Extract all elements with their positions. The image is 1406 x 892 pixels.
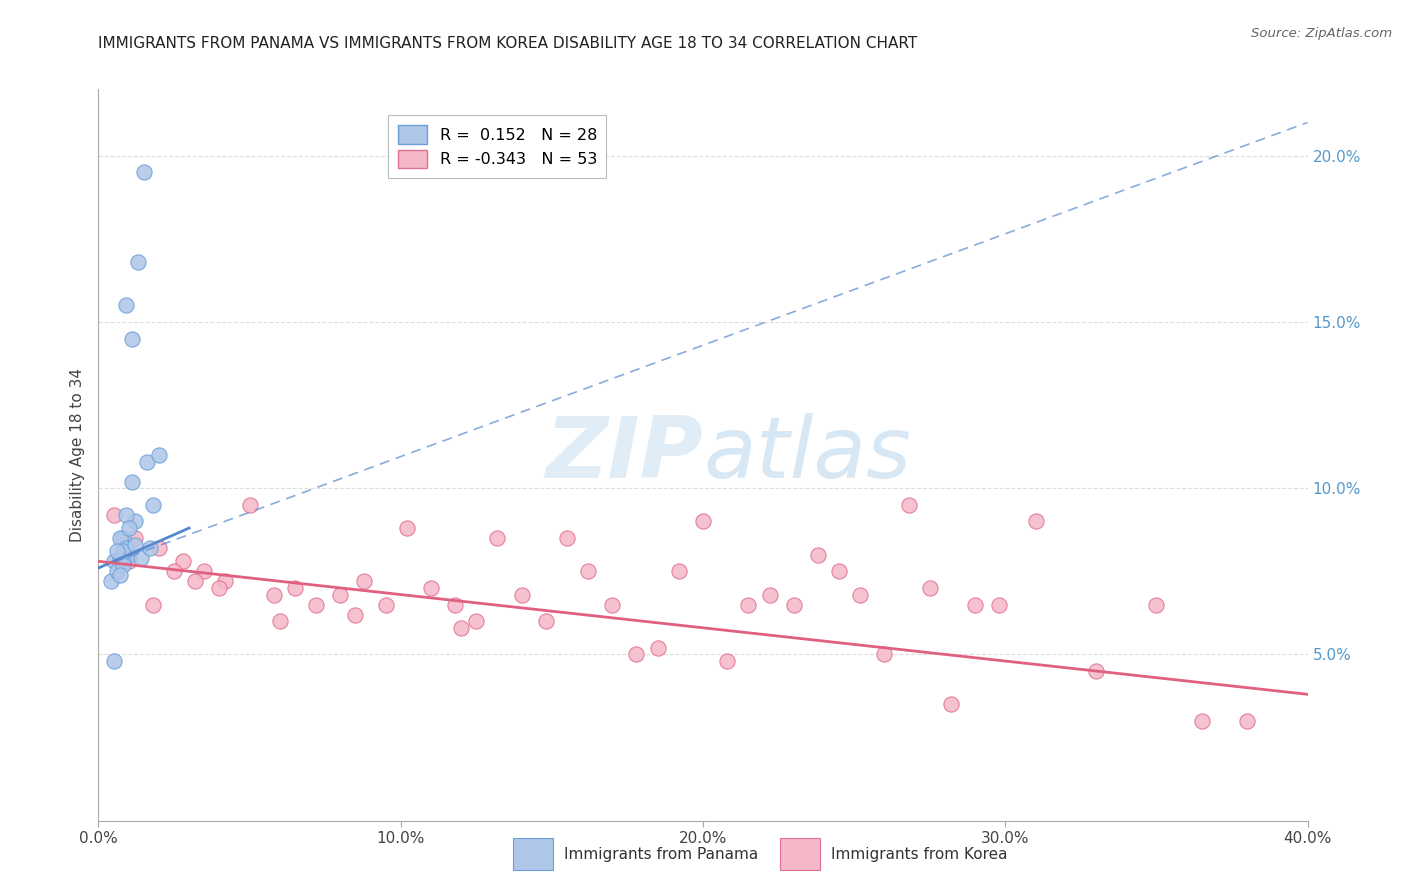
- Point: [142, 598, 165, 612]
- Point: [353, 574, 375, 589]
- Point: [534, 614, 557, 628]
- Point: [135, 454, 157, 468]
- Point: [118, 554, 141, 568]
- Point: [111, 558, 134, 572]
- Point: [269, 614, 291, 628]
- Point: [828, 564, 851, 578]
- Y-axis label: Disability Age 18 to 34: Disability Age 18 to 34: [69, 368, 84, 542]
- Point: [118, 548, 141, 562]
- Point: [807, 548, 830, 562]
- Point: [114, 508, 136, 522]
- Point: [576, 564, 599, 578]
- Point: [939, 698, 962, 712]
- Point: [111, 554, 134, 568]
- Point: [374, 598, 396, 612]
- Text: ZIP: ZIP: [546, 413, 703, 497]
- Point: [100, 574, 122, 589]
- Text: Source: ZipAtlas.com: Source: ZipAtlas.com: [1251, 27, 1392, 40]
- Point: [1146, 598, 1168, 612]
- Point: [111, 544, 134, 558]
- Point: [510, 588, 533, 602]
- Legend: R =  0.152   N = 28, R = -0.343   N = 53: R = 0.152 N = 28, R = -0.343 N = 53: [388, 115, 606, 178]
- Point: [129, 551, 152, 566]
- Point: [103, 554, 125, 568]
- Point: [111, 531, 134, 545]
- Point: [127, 255, 149, 269]
- Text: Immigrants from Panama: Immigrants from Panama: [564, 847, 758, 862]
- Point: [626, 648, 648, 662]
- Point: [124, 531, 146, 545]
- Point: [849, 588, 872, 602]
- Point: [108, 551, 131, 566]
- Bar: [513, 838, 553, 870]
- Point: [444, 598, 467, 612]
- Point: [897, 498, 920, 512]
- Point: [105, 564, 128, 578]
- Point: [193, 564, 215, 578]
- Point: [344, 607, 367, 622]
- Point: [668, 564, 690, 578]
- Point: [716, 654, 738, 668]
- Point: [114, 541, 136, 555]
- Point: [208, 581, 231, 595]
- Point: [1191, 714, 1213, 728]
- Point: [108, 567, 131, 582]
- Point: [172, 554, 194, 568]
- Point: [105, 544, 128, 558]
- Point: [139, 541, 162, 555]
- Point: [124, 515, 146, 529]
- Point: [103, 508, 125, 522]
- Point: [263, 588, 285, 602]
- Point: [121, 475, 143, 489]
- Text: atlas: atlas: [703, 413, 911, 497]
- Point: [737, 598, 759, 612]
- Point: [284, 581, 307, 595]
- Point: [329, 588, 352, 602]
- Point: [1085, 664, 1108, 678]
- Point: [873, 648, 896, 662]
- Point: [1236, 714, 1258, 728]
- Point: [647, 640, 669, 655]
- Text: Immigrants from Korea: Immigrants from Korea: [831, 847, 1008, 862]
- Text: IMMIGRANTS FROM PANAMA VS IMMIGRANTS FROM KOREA DISABILITY AGE 18 TO 34 CORRELAT: IMMIGRANTS FROM PANAMA VS IMMIGRANTS FRO…: [98, 36, 918, 51]
- Point: [108, 531, 131, 545]
- Point: [602, 598, 624, 612]
- Point: [450, 621, 472, 635]
- Point: [103, 654, 125, 668]
- Point: [758, 588, 780, 602]
- Point: [420, 581, 443, 595]
- Point: [555, 531, 578, 545]
- Point: [692, 515, 714, 529]
- Point: [486, 531, 509, 545]
- Point: [465, 614, 488, 628]
- Point: [1024, 515, 1046, 529]
- Bar: [780, 838, 820, 870]
- Point: [988, 598, 1011, 612]
- Point: [214, 574, 236, 589]
- Point: [142, 498, 165, 512]
- Point: [121, 332, 143, 346]
- Point: [965, 598, 987, 612]
- Point: [163, 564, 186, 578]
- Point: [132, 165, 155, 179]
- Point: [114, 298, 136, 312]
- Point: [184, 574, 207, 589]
- Point: [148, 541, 170, 555]
- Point: [305, 598, 328, 612]
- Point: [395, 521, 418, 535]
- Point: [918, 581, 941, 595]
- Point: [239, 498, 262, 512]
- Point: [118, 521, 141, 535]
- Point: [124, 538, 146, 552]
- Point: [148, 448, 170, 462]
- Point: [783, 598, 806, 612]
